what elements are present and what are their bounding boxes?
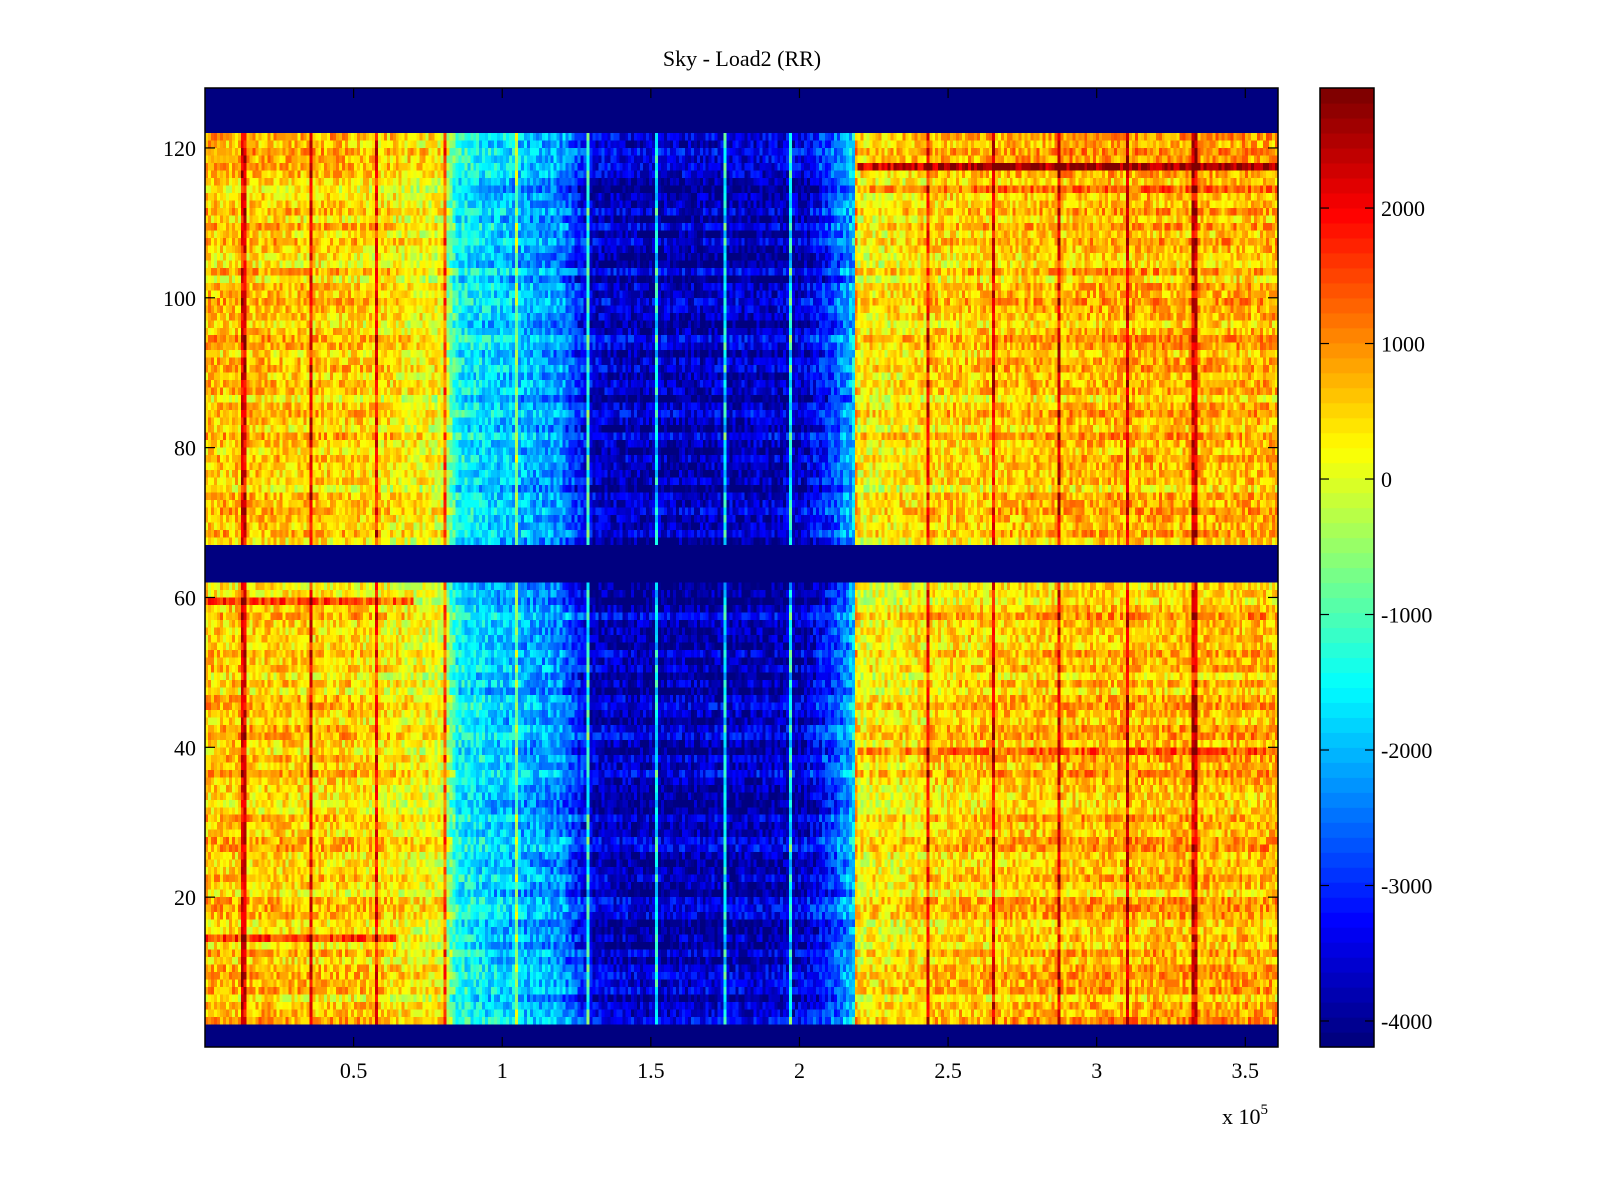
colorbar-band [1320, 747, 1374, 763]
colorbar-band [1320, 627, 1374, 644]
colorbar-band [1320, 207, 1374, 224]
colorbar-band [1320, 237, 1374, 254]
colorbar-band [1320, 327, 1374, 344]
colorbar-band [1320, 522, 1374, 539]
colorbar-band [1320, 957, 1374, 973]
colorbar-band [1320, 942, 1374, 958]
colorbar-band [1320, 702, 1374, 718]
colorbar-band [1320, 462, 1374, 479]
colorbar-band [1320, 492, 1374, 509]
colorbar-band [1320, 282, 1374, 299]
heatmap-raster [205, 88, 1278, 1047]
colorbar-band [1320, 88, 1374, 104]
y-tick-label: 100 [163, 286, 196, 311]
colorbar-frame [1319, 87, 1375, 1048]
colorbar-band [1320, 162, 1374, 179]
colorbar-tick-label: -2000 [1381, 738, 1432, 763]
y-axis-ticks: 20 40 60 80 100 120 [163, 136, 1278, 910]
x-tick-label: 1.5 [637, 1058, 665, 1083]
x-axis-ticks: 0.5 1 1.5 2 2.5 3 3.5 [340, 88, 1259, 1083]
colorbar-band [1320, 222, 1374, 239]
colorbar-band [1320, 612, 1374, 629]
colorbar-band [1320, 357, 1374, 374]
y-tick-label: 80 [174, 436, 196, 461]
colorbar-band [1320, 432, 1374, 449]
colorbar-band [1320, 552, 1374, 569]
colorbar-band [1320, 582, 1374, 599]
colorbar-band [1320, 927, 1374, 943]
chart-title: Sky - Load2 (RR) [663, 46, 821, 71]
colorbar-band [1320, 267, 1374, 284]
colorbar-band [1320, 867, 1374, 883]
colorbar-band [1320, 567, 1374, 584]
colorbar-band [1320, 822, 1374, 838]
colorbar-band [1320, 147, 1374, 164]
colorbar-band [1320, 132, 1374, 149]
colorbar-band [1320, 657, 1374, 673]
colorbar-tick-label: 1000 [1381, 332, 1425, 357]
colorbar-band [1320, 297, 1374, 314]
colorbar-band [1320, 537, 1374, 554]
colorbar-tick-label: 0 [1381, 467, 1392, 492]
colorbar-band [1320, 447, 1374, 464]
colorbar-band [1320, 402, 1374, 419]
x-tick-label: 1 [497, 1058, 508, 1083]
x-tick-label: 2.5 [934, 1058, 962, 1083]
colorbar-tick-label: 2000 [1381, 196, 1425, 221]
colorbar-band [1320, 792, 1374, 808]
colorbar-band [1320, 597, 1374, 614]
colorbar-band [1320, 852, 1374, 868]
colorbar-band [1320, 252, 1374, 269]
colorbar-band [1320, 312, 1374, 329]
colorbar-band [1320, 762, 1374, 778]
colorbar-band [1320, 1002, 1374, 1018]
colorbar-band [1320, 102, 1374, 119]
colorbar-band [1320, 1032, 1374, 1048]
y-tick-label: 40 [174, 735, 196, 760]
heatmap-image [205, 88, 1278, 1047]
colorbar-band [1320, 732, 1374, 748]
colorbar-band [1320, 387, 1374, 404]
colorbar-band [1320, 342, 1374, 359]
y-tick-label: 20 [174, 885, 196, 910]
colorbar-tick-label: -4000 [1381, 1009, 1432, 1034]
x-multiplier-label: x 105 [1222, 1102, 1268, 1129]
colorbar-band [1320, 897, 1374, 913]
y-tick-label: 120 [163, 136, 196, 161]
colorbar-band [1320, 507, 1374, 524]
x-multiplier-exponent: 5 [1261, 1102, 1269, 1118]
colorbar [1320, 88, 1374, 1048]
colorbar-tick-label: -1000 [1381, 603, 1432, 628]
colorbar-band [1320, 672, 1374, 688]
colorbar-tick-label: -3000 [1381, 873, 1432, 898]
colorbar-band [1320, 372, 1374, 389]
colorbar-band [1320, 987, 1374, 1003]
colorbar-band [1320, 192, 1374, 209]
colorbar-band [1320, 972, 1374, 988]
x-tick-label: 3.5 [1232, 1058, 1260, 1083]
x-tick-label: 2 [794, 1058, 805, 1083]
plot-frame [204, 87, 1279, 1048]
colorbar-band [1320, 477, 1374, 494]
colorbar-ticks: 2000 1000 0 -1000 -2000 -3000 -4000 [1320, 196, 1432, 1034]
colorbar-band [1320, 177, 1374, 194]
colorbar-band [1320, 717, 1374, 733]
colorbar-band [1320, 642, 1374, 659]
colorbar-band [1320, 807, 1374, 823]
colorbar-band [1320, 837, 1374, 853]
x-tick-label: 0.5 [340, 1058, 368, 1083]
colorbar-band [1320, 1017, 1374, 1033]
colorbar-band [1320, 777, 1374, 793]
colorbar-band [1320, 687, 1374, 703]
colorbar-band [1320, 912, 1374, 928]
colorbar-band [1320, 882, 1374, 898]
colorbar-band [1320, 417, 1374, 434]
x-tick-label: 3 [1091, 1058, 1102, 1083]
y-tick-label: 60 [174, 585, 196, 610]
colorbar-band [1320, 117, 1374, 134]
